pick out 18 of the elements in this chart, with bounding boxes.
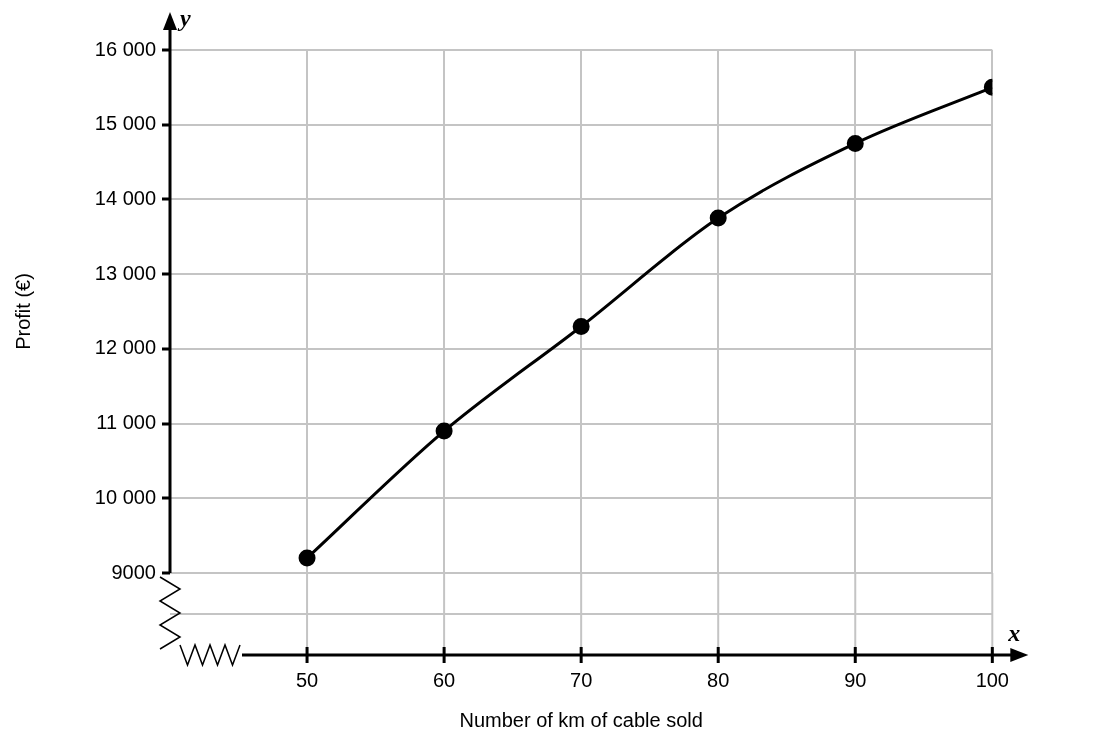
x-tick-label: 80 bbox=[707, 668, 730, 691]
y-tick-label: 13 000 bbox=[94, 261, 156, 284]
x-axis-title: Number of km of cable sold bbox=[459, 708, 703, 731]
text: y bbox=[177, 5, 191, 32]
x-tick-label: 50 bbox=[295, 668, 319, 691]
y-tick-label: 12 000 bbox=[94, 336, 156, 359]
x-tick-label: 70 bbox=[570, 668, 593, 691]
y-tick-label: 16 000 bbox=[94, 37, 156, 60]
y-axis-title: Profit (€) bbox=[11, 273, 34, 350]
x-tick-label: 100 bbox=[975, 668, 1009, 691]
x-tick-label: 60 bbox=[432, 668, 456, 691]
y-tick-label: 15 000 bbox=[94, 112, 156, 135]
y-tick-label: 9000 bbox=[111, 560, 156, 583]
text: x bbox=[1007, 620, 1021, 647]
x-tick-label: 90 bbox=[844, 668, 867, 691]
y-tick-label: 11 000 bbox=[96, 411, 156, 434]
y-tick-label: 10 000 bbox=[94, 485, 156, 508]
y-tick-label: 14 000 bbox=[94, 186, 156, 209]
